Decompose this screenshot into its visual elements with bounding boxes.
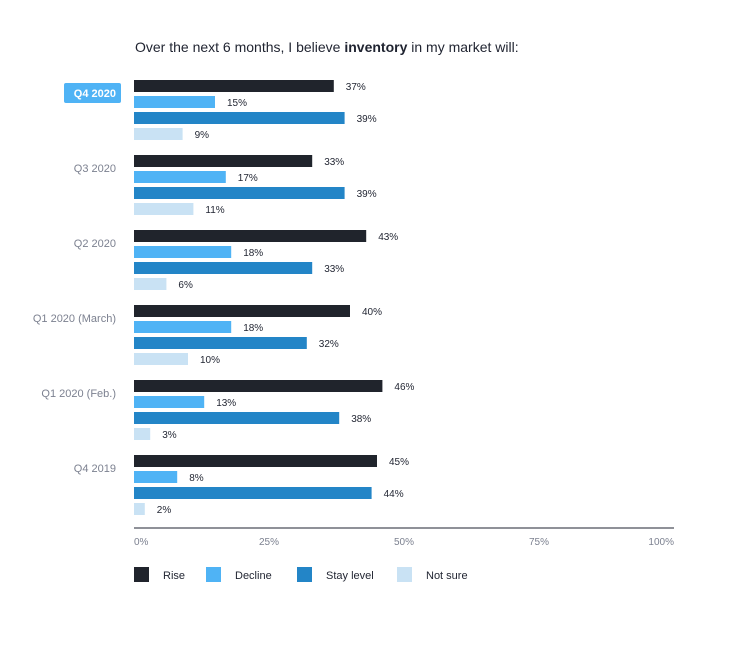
category-label: Q2 2020 [74, 238, 116, 250]
bar [134, 230, 367, 242]
legend-swatch [134, 567, 149, 582]
bar [134, 503, 145, 515]
data-label: 46% [394, 382, 414, 393]
bar-group: Q2 2020 43% 18% 33% 6% [74, 230, 398, 291]
bar [134, 278, 167, 290]
bar-group: Q4 2020 37% 15% 39% 9% [64, 80, 377, 141]
bar [134, 305, 350, 317]
data-label: 6% [178, 280, 193, 291]
data-label: 44% [384, 489, 404, 500]
bar [134, 380, 383, 392]
x-tick-label: 0% [134, 537, 149, 548]
legend-swatch [397, 567, 412, 582]
bar-group: Q3 2020 33% 17% 39% 11% [74, 155, 377, 216]
x-tick-label: 25% [259, 537, 279, 548]
bar [134, 412, 340, 424]
bar [134, 321, 232, 333]
bar [134, 112, 345, 124]
data-label: 32% [319, 339, 339, 350]
bar [134, 80, 334, 92]
x-tick-label: 100% [648, 537, 674, 548]
category-label: Q3 2020 [74, 163, 116, 175]
legend-label: Decline [235, 570, 272, 582]
category-highlight [64, 83, 121, 103]
bar-group: Q1 2020 (Feb.) 46% 13% 38% 3% [41, 380, 415, 441]
bar [134, 487, 372, 499]
bar-group: Q1 2020 (March) 40% 18% 32% 10% [33, 305, 382, 366]
data-label: 10% [200, 355, 220, 366]
data-label: 33% [324, 264, 344, 275]
data-label: 38% [351, 414, 371, 425]
legend-label: Not sure [426, 570, 468, 582]
data-label: 15% [227, 98, 247, 109]
data-label: 3% [162, 430, 177, 441]
data-label: 18% [243, 248, 263, 259]
legend-swatch [297, 567, 312, 582]
chart-title: Over the next 6 months, I believe invent… [135, 39, 519, 55]
bar [134, 353, 188, 365]
data-label: 39% [357, 114, 377, 125]
bar [134, 155, 313, 167]
legend-swatch [206, 567, 221, 582]
legend-item: Stay level [297, 567, 374, 582]
category-label: Q4 2020 [74, 88, 116, 100]
bar [134, 396, 205, 408]
data-label: 2% [157, 505, 172, 516]
bar [134, 471, 178, 483]
data-label: 43% [378, 232, 398, 243]
x-tick-label: 50% [394, 537, 414, 548]
bar [134, 455, 377, 467]
bar [134, 246, 232, 258]
bar [134, 128, 183, 140]
bar [134, 337, 307, 349]
legend-item: Not sure [397, 567, 468, 582]
data-label: 40% [362, 307, 382, 318]
legend-item: Decline [206, 567, 272, 582]
data-label: 9% [195, 130, 210, 141]
bar [134, 96, 215, 108]
data-label: 8% [189, 473, 204, 484]
x-tick-label: 75% [529, 537, 549, 548]
category-label: Q1 2020 (March) [33, 313, 116, 325]
category-label: Q4 2019 [74, 463, 116, 475]
bar [134, 428, 151, 440]
bar-group: Q4 2019 45% 8% 44% 2% [74, 455, 409, 516]
data-label: 11% [205, 205, 224, 216]
data-label: 18% [243, 323, 263, 334]
legend-label: Rise [163, 570, 185, 582]
legend-label: Stay level [326, 570, 374, 582]
data-label: 17% [238, 173, 258, 184]
bar [134, 187, 345, 199]
data-label: 37% [346, 82, 366, 93]
data-label: 39% [357, 189, 377, 200]
bar [134, 262, 313, 274]
bar [134, 203, 194, 215]
data-label: 33% [324, 157, 344, 168]
category-label: Q1 2020 (Feb.) [41, 388, 116, 400]
data-label: 13% [216, 398, 236, 409]
bar [134, 171, 226, 183]
legend-item: Rise [134, 567, 185, 582]
data-label: 45% [389, 457, 409, 468]
